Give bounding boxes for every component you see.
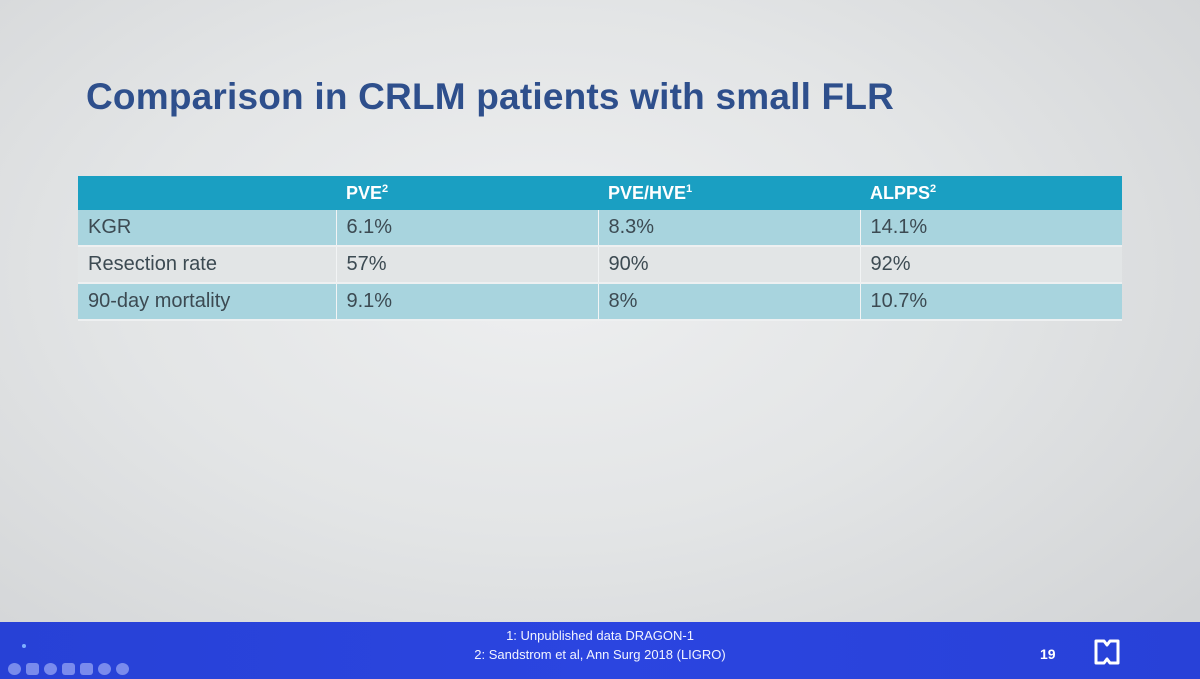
slide-title: Comparison in CRLM patients with small F…: [86, 76, 895, 117]
row-label: Resection rate: [78, 246, 337, 283]
table-cell: 92%: [860, 246, 1122, 283]
table-cell: 10.7%: [860, 283, 1122, 320]
zoom-icon[interactable]: [44, 663, 57, 675]
slide-footer: [0, 622, 1200, 679]
table-cell: 8.3%: [598, 210, 861, 246]
reference-1: 1: Unpublished data DRAGON-1: [506, 628, 694, 643]
references: 1: Unpublished data DRAGON-1 2: Sandstro…: [0, 626, 1200, 664]
row-label: 90-day mortality: [78, 283, 337, 320]
header-cell: [78, 176, 336, 210]
next-icon[interactable]: [116, 663, 129, 675]
book-logo-icon: [1093, 637, 1121, 672]
comparison-table: PVE2 PVE/HVE1 ALPPS2 KGR 6.1% 8.3% 14.1%…: [78, 176, 1122, 321]
table-header-row: PVE2 PVE/HVE1 ALPPS2: [78, 176, 1122, 210]
page-number: 19: [1040, 646, 1056, 662]
more-icon[interactable]: [98, 663, 111, 675]
reference-2: 2: Sandstrom et al, Ann Surg 2018 (LIGRO…: [474, 647, 726, 662]
table-cell: 57%: [336, 246, 599, 283]
header-cell-pve: PVE2: [336, 176, 598, 210]
table-cell: 8%: [598, 283, 861, 320]
grid-icon[interactable]: [62, 663, 75, 675]
table-cell: 14.1%: [860, 210, 1122, 246]
pen-icon[interactable]: [26, 663, 39, 675]
display-icon[interactable]: [80, 663, 93, 675]
table-row: 90-day mortality 9.1% 8% 10.7%: [78, 283, 1122, 320]
table-row: Resection rate 57% 90% 92%: [78, 246, 1122, 283]
table-cell: 9.1%: [336, 283, 599, 320]
pointer-dot-icon: [22, 644, 26, 648]
presenter-toolbar[interactable]: [8, 663, 129, 675]
row-label: KGR: [78, 210, 337, 246]
header-cell-alpps: ALPPS2: [860, 176, 1122, 210]
prev-icon[interactable]: [8, 663, 21, 675]
header-cell-pve-hve: PVE/HVE1: [598, 176, 860, 210]
table-cell: 90%: [598, 246, 861, 283]
table-row: KGR 6.1% 8.3% 14.1%: [78, 210, 1122, 246]
table-cell: 6.1%: [336, 210, 599, 246]
